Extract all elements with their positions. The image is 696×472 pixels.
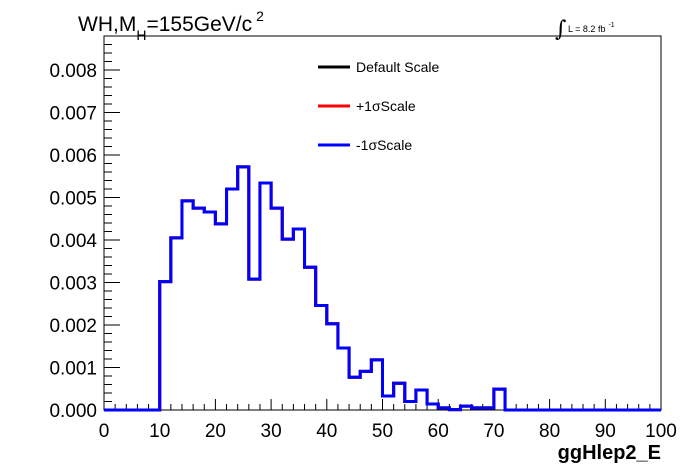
y-tick-label: 0.002: [49, 316, 97, 337]
x-tick-label: 90: [595, 421, 616, 442]
y-tick-label: 0.000: [49, 401, 97, 422]
title-main: WH,M: [78, 13, 136, 36]
histogram-series-line: [104, 165, 661, 412]
luminosity-label: L = 8.2 fb -1: [568, 22, 615, 34]
x-axis-title: ggHlep2_E: [558, 442, 661, 464]
x-tick-label: 0: [99, 421, 110, 442]
y-tick-label: 0.008: [49, 61, 97, 82]
x-tick-label: 100: [645, 421, 677, 442]
legend-label: +1σScale: [356, 98, 416, 114]
x-tick-label: 40: [316, 421, 337, 442]
x-tick-label: 20: [205, 421, 226, 442]
x-tick-label: 80: [539, 421, 560, 442]
title-superscript: 2: [256, 8, 264, 24]
y-tick-label: 0.005: [49, 189, 97, 210]
legend-label: -1σScale: [356, 137, 412, 153]
plot-title: WH,MH=155GeV/c 2: [78, 8, 264, 43]
legend: Default Scale +1σScale -1σScale: [318, 59, 439, 153]
x-tick-label: 10: [149, 421, 170, 442]
plot-frame: [103, 35, 662, 411]
y-tick-label: 0.003: [49, 274, 97, 295]
x-tick-label: 30: [261, 421, 282, 442]
y-tick-label: 0.004: [49, 231, 97, 252]
y-tick-label: 0.001: [49, 359, 97, 380]
title-subscript: H: [136, 27, 146, 43]
axes: 0 10 20 30 40 50 60 70 80 90 100 0.000 0.001 0.002 0.0…: [49, 35, 677, 442]
series-lines: [104, 165, 661, 412]
legend-label: Default Scale: [356, 59, 439, 75]
y-tick-label: 0.007: [49, 104, 97, 125]
luminosity-text: L = 8.2 fb: [568, 24, 605, 34]
x-tick-label: 60: [428, 421, 449, 442]
x-tick-label: 50: [372, 421, 393, 442]
y-tick-label: 0.006: [49, 146, 97, 167]
luminosity-superscript: -1: [608, 22, 614, 29]
title-rest: =155GeV/c: [146, 13, 252, 36]
x-tick-label: 70: [483, 421, 504, 442]
luminosity-integral-symbol: ∫: [555, 17, 567, 42]
